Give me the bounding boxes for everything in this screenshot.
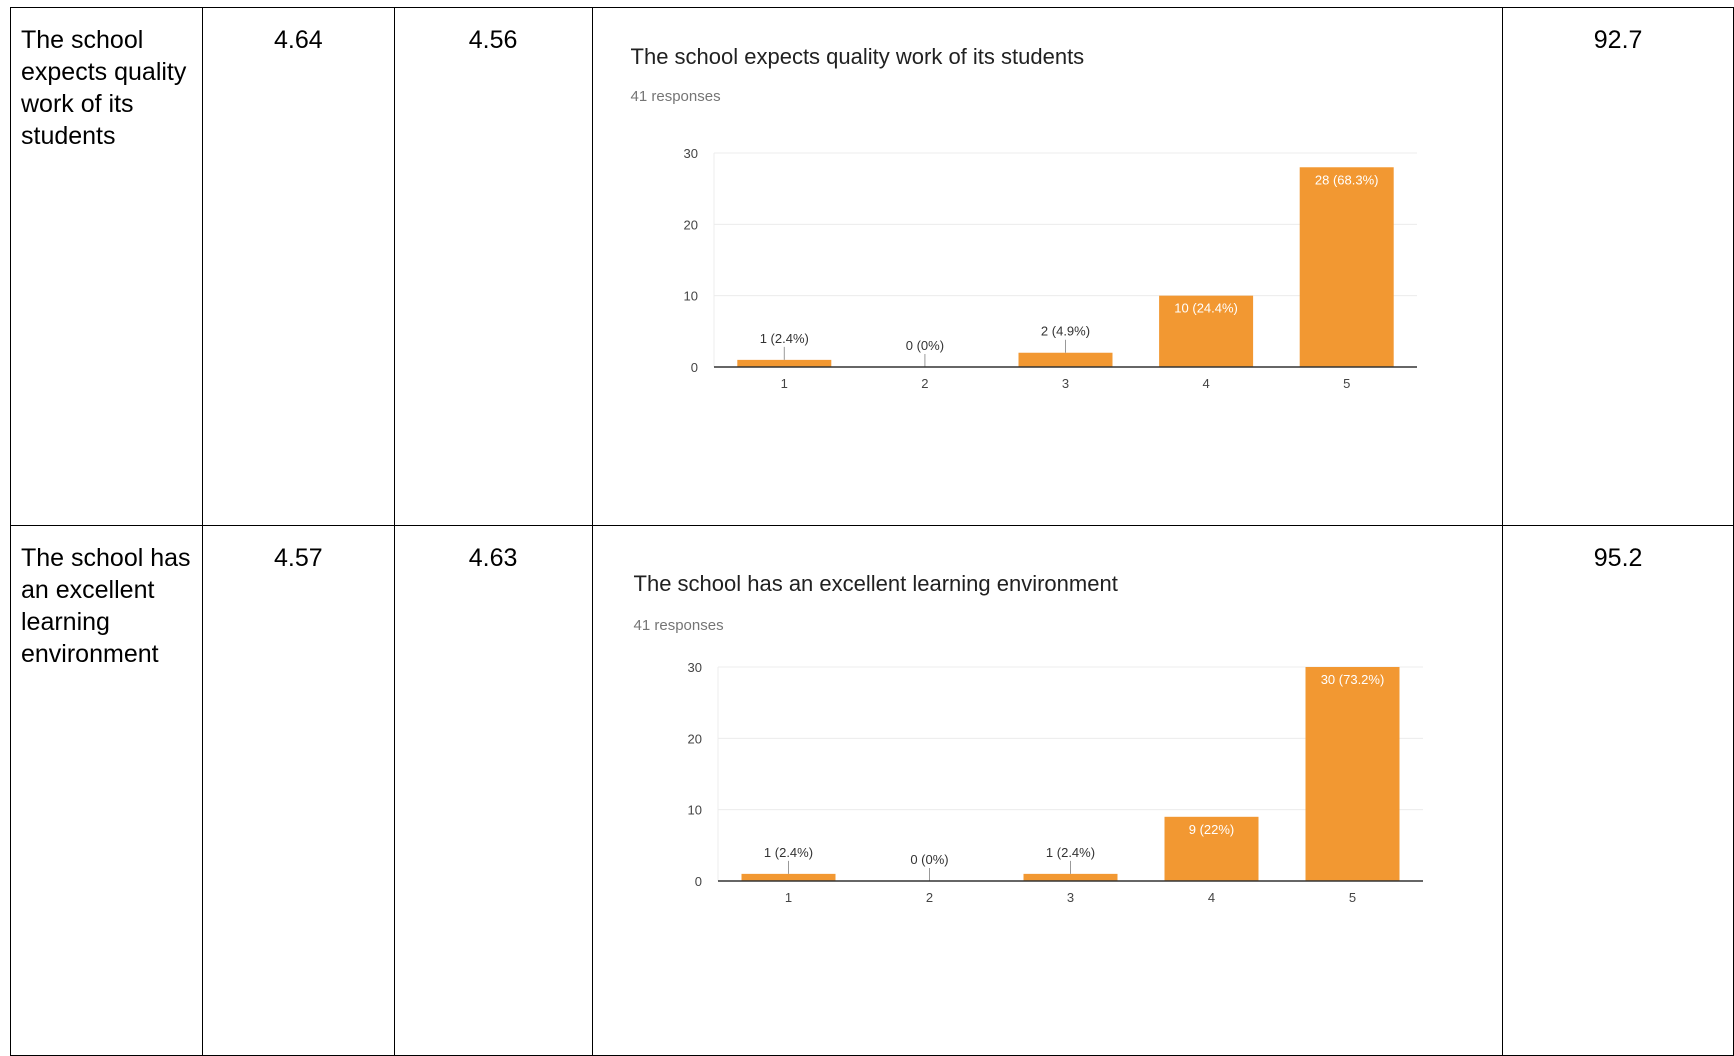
bars [741, 667, 1400, 881]
x-tick-label: 2 [925, 890, 932, 905]
x-tick-label: 5 [1343, 376, 1350, 391]
x-tick-label: 4 [1202, 376, 1209, 391]
percent-value: 92.7 [1593, 26, 1643, 54]
bar [1158, 295, 1253, 367]
chart-cell: The school has an excellent learning env… [591, 525, 1504, 1056]
x-tick-label: 3 [1061, 376, 1068, 391]
percent-value: 95.2 [1593, 544, 1643, 572]
bar [741, 873, 836, 881]
x-tick-label: 5 [1348, 890, 1355, 905]
percent-cell: 92.7 [1502, 7, 1734, 526]
data-label: 1 (2.4%) [763, 845, 812, 860]
y-tick-label: 30 [687, 660, 701, 675]
y-tick-label: 10 [687, 803, 701, 818]
bar [1023, 873, 1118, 881]
y-axis-ticks: 0 10 20 30 [683, 146, 697, 375]
data-label: 1 (2.4%) [759, 331, 808, 346]
bar [1164, 816, 1259, 881]
bar [736, 359, 831, 367]
data-label: 10 (24.4%) [1174, 301, 1238, 316]
score-a-value: 4.64 [274, 26, 323, 54]
y-tick-label: 20 [687, 731, 701, 746]
data-label: 28 (68.3%) [1314, 172, 1378, 187]
data-label: 1 (2.4%) [1045, 845, 1094, 860]
statement-text: The school expects quality work of its s… [21, 26, 187, 150]
data-label: 9 (22%) [1188, 822, 1234, 837]
x-tick-label: 3 [1066, 890, 1073, 905]
score-b-cell: 4.63 [393, 525, 593, 1056]
x-axis-ticks: 1 2 3 4 5 [784, 890, 1355, 905]
data-labels: 1 (2.4%) 0 (0%) 1 (2.4%) 9 (22%) 30 (73.2%) [763, 672, 1384, 881]
statement-text: The school has an excellent learning env… [21, 544, 191, 668]
score-b-value: 4.56 [468, 26, 518, 54]
score-b-value: 4.63 [468, 544, 518, 572]
chart-response-count: 41 responses [633, 617, 724, 634]
table-row: The school has an excellent learning env… [10, 525, 1734, 1056]
bars [736, 167, 1394, 367]
x-tick-label: 1 [780, 376, 787, 391]
y-tick-label: 0 [690, 360, 697, 375]
data-label: 0 (0%) [905, 338, 943, 353]
x-tick-label: 4 [1207, 890, 1214, 905]
bar-chart-plot: 0 10 20 30 1 (2.4%) 0 (0%) 1 (2.4%) 9 (22%) 30 (… [687, 660, 1423, 905]
y-tick-label: 30 [683, 146, 697, 161]
y-axis-ticks: 0 10 20 30 [687, 660, 701, 889]
bar [1299, 167, 1394, 367]
x-tick-label: 1 [784, 890, 791, 905]
chart-response-count: 41 responses [630, 88, 721, 105]
table-row: The school expects quality work of its s… [10, 7, 1734, 526]
chart-cell: The school expects quality work of its s… [591, 7, 1504, 526]
percent-cell: 95.2 [1502, 525, 1734, 1056]
y-tick-label: 0 [694, 874, 701, 889]
survey-results-table: The school expects quality work of its s… [10, 7, 1734, 1056]
data-labels: 1 (2.4%) 0 (0%) 2 (4.9%) 10 (24.4%) 28 (68.3… [759, 172, 1378, 367]
bar-chart-plot: 0 10 20 30 1 (2.4%) 0 (0%) 2 (4.9%) 10 (24.4%) 2… [683, 146, 1417, 391]
data-label: 0 (0%) [910, 852, 948, 867]
score-b-cell: 4.56 [393, 7, 593, 526]
y-tick-label: 10 [683, 289, 697, 304]
score-a-value: 4.57 [274, 544, 323, 572]
y-tick-label: 20 [683, 217, 697, 232]
x-tick-label: 2 [921, 376, 928, 391]
data-label: 2 (4.9%) [1040, 324, 1089, 339]
statement-cell: The school expects quality work of its s… [10, 7, 203, 526]
score-a-cell: 4.64 [201, 7, 395, 526]
statement-cell: The school has an excellent learning env… [10, 525, 203, 1056]
chart-title: The school expects quality work of its s… [630, 44, 1085, 69]
bar [1018, 352, 1113, 367]
x-axis-ticks: 1 2 3 4 5 [780, 376, 1350, 391]
data-label: 30 (73.2%) [1320, 672, 1384, 687]
chart-title: The school has an excellent learning env… [633, 571, 1118, 596]
score-a-cell: 4.57 [201, 525, 395, 1056]
bar [1305, 667, 1400, 881]
